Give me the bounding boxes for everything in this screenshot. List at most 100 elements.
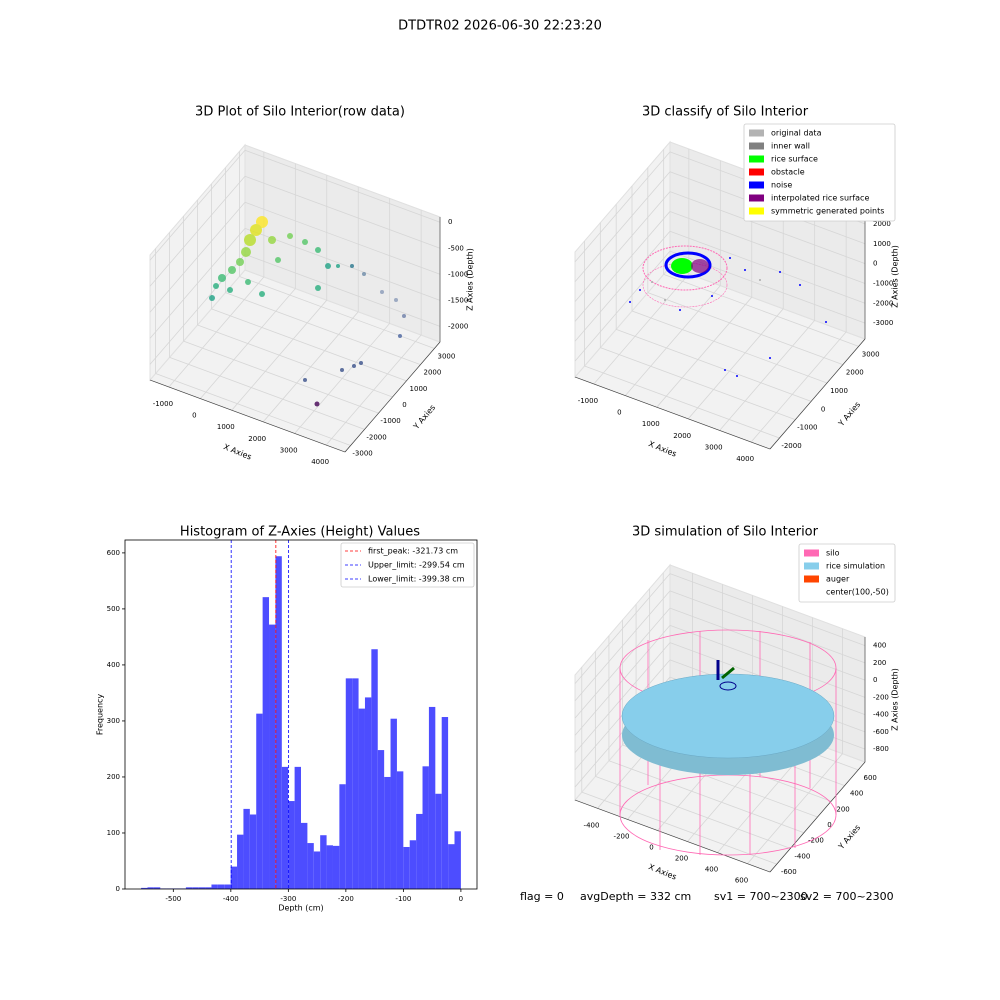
histogram-bar (205, 887, 212, 889)
histogram-bar (396, 771, 404, 889)
histogram-bar (230, 866, 238, 889)
x-tick-label: 600 (735, 877, 748, 885)
legend-label: silo (826, 549, 840, 558)
histogram-bar (390, 718, 397, 889)
y-tick-label: -200 (808, 837, 824, 845)
histogram-bar (141, 887, 148, 889)
legend-label: symmetric generated points (771, 207, 884, 216)
z-tick-label: -1500 (448, 296, 468, 304)
legend-label: obstacle (771, 168, 805, 177)
grid-line (574, 590, 866, 702)
y-tick-label: 2000 (846, 369, 864, 377)
x-axis (574, 376, 771, 450)
legend-swatch (749, 155, 764, 163)
y-tick-label: 1000 (830, 387, 848, 395)
x-tick-label: 1000 (642, 420, 660, 428)
legend-swatch (749, 194, 764, 202)
rice-surface (621, 673, 835, 759)
z-tick-label: 0 (873, 676, 877, 684)
z-tick-label: 200 (873, 659, 886, 667)
histogram-bar (448, 844, 455, 889)
histogram-bar (358, 708, 365, 889)
grid-line (169, 232, 365, 430)
histogram-bar (428, 706, 436, 889)
legend-swatch (749, 207, 764, 215)
y-axis (344, 341, 441, 453)
x-tick-label: 2000 (248, 435, 266, 443)
histogram-bar (352, 678, 359, 889)
z-axis-label: Z Axies (Depth) (891, 245, 900, 308)
z-tick-label: 2000 (873, 220, 891, 228)
y-tick-label: 0 (116, 885, 120, 893)
grid-line (599, 222, 796, 421)
histogram-bar (422, 766, 429, 889)
y-tick-label: 0 (827, 821, 831, 829)
status-text: sv2 = 700~2300 (800, 890, 894, 903)
status-text: sv1 = 700~2300 (714, 890, 808, 903)
legend-label: Lower_limit: -399.38 cm (368, 575, 465, 584)
grid-line (750, 207, 847, 443)
legend-swatch (749, 142, 764, 150)
x-tick-label: 2000 (673, 432, 691, 440)
histogram-bar (441, 717, 449, 889)
grid-line (574, 573, 866, 684)
y-tick-label: 300 (107, 717, 120, 725)
z-tick-label: -800 (873, 745, 889, 753)
histogram-bar (243, 808, 250, 889)
y-tick-label: 2000 (424, 369, 442, 377)
x-tick-label: -200 (614, 832, 630, 840)
x-tick-label: -1000 (578, 397, 598, 405)
z-tick-label: -1000 (448, 270, 468, 278)
x-tick-label: 0 (649, 843, 653, 851)
y-tick-label: -400 (794, 852, 810, 860)
legend-box (798, 543, 896, 603)
histogram-bar (301, 822, 308, 889)
y-tick-label: -1000 (797, 424, 817, 432)
y-tick-label: -600 (781, 868, 797, 876)
histogram-bar (288, 801, 295, 889)
histogram-bar (249, 814, 257, 889)
grid-line (608, 635, 805, 834)
subplot-title: Histogram of Z-Axies (Height) Values (180, 525, 420, 540)
x-axis (574, 799, 771, 873)
histogram-bar (416, 813, 423, 889)
y-tick-label: -1000 (380, 417, 400, 425)
histogram-bar (326, 845, 333, 889)
grid-line (625, 160, 721, 396)
legend-label: first_peak: -321.73 cm (368, 547, 458, 556)
y-tick-label: 1000 (410, 385, 428, 393)
histogram-bar (403, 846, 410, 889)
figure-title: DTDTR02 2026-06-30 22:23:20 (398, 19, 602, 34)
x-tick-label: 200 (675, 855, 688, 863)
z-tick-label: 400 (873, 642, 886, 650)
legend-label: auger (826, 575, 850, 584)
grid-line (615, 204, 812, 402)
grid-line (225, 167, 421, 366)
grid-line (631, 186, 828, 384)
histogram-bar (185, 887, 193, 889)
z-tick-label: -200 (873, 693, 889, 701)
histogram-bar (275, 556, 282, 889)
grid-line (663, 149, 859, 347)
y-tick-label: -2000 (781, 442, 801, 450)
grid-line (574, 211, 866, 322)
legend-swatch (804, 575, 819, 583)
subplot-title: 3D simulation of Silo Interior (632, 525, 819, 540)
y-axis (769, 761, 866, 873)
auger-arrow (721, 666, 735, 680)
grid-line (149, 201, 441, 313)
legend-label: rice simulation (826, 562, 885, 571)
classified-cloud (629, 245, 827, 377)
z-tick-label: -600 (873, 728, 889, 736)
grid-line (211, 183, 407, 382)
y-tick-label: -3000 (352, 450, 372, 458)
x-tick-label: 4000 (311, 458, 329, 466)
z-axis-label: Z Axies (Depth) (891, 668, 900, 731)
legend-label: noise (771, 181, 792, 190)
x-tick-label: -1000 (153, 400, 173, 408)
grid-line (183, 216, 379, 414)
x-tick-label: 400 (705, 866, 718, 874)
histogram-bar (256, 713, 263, 889)
decorations (209, 216, 837, 856)
legend-swatch (804, 549, 819, 557)
